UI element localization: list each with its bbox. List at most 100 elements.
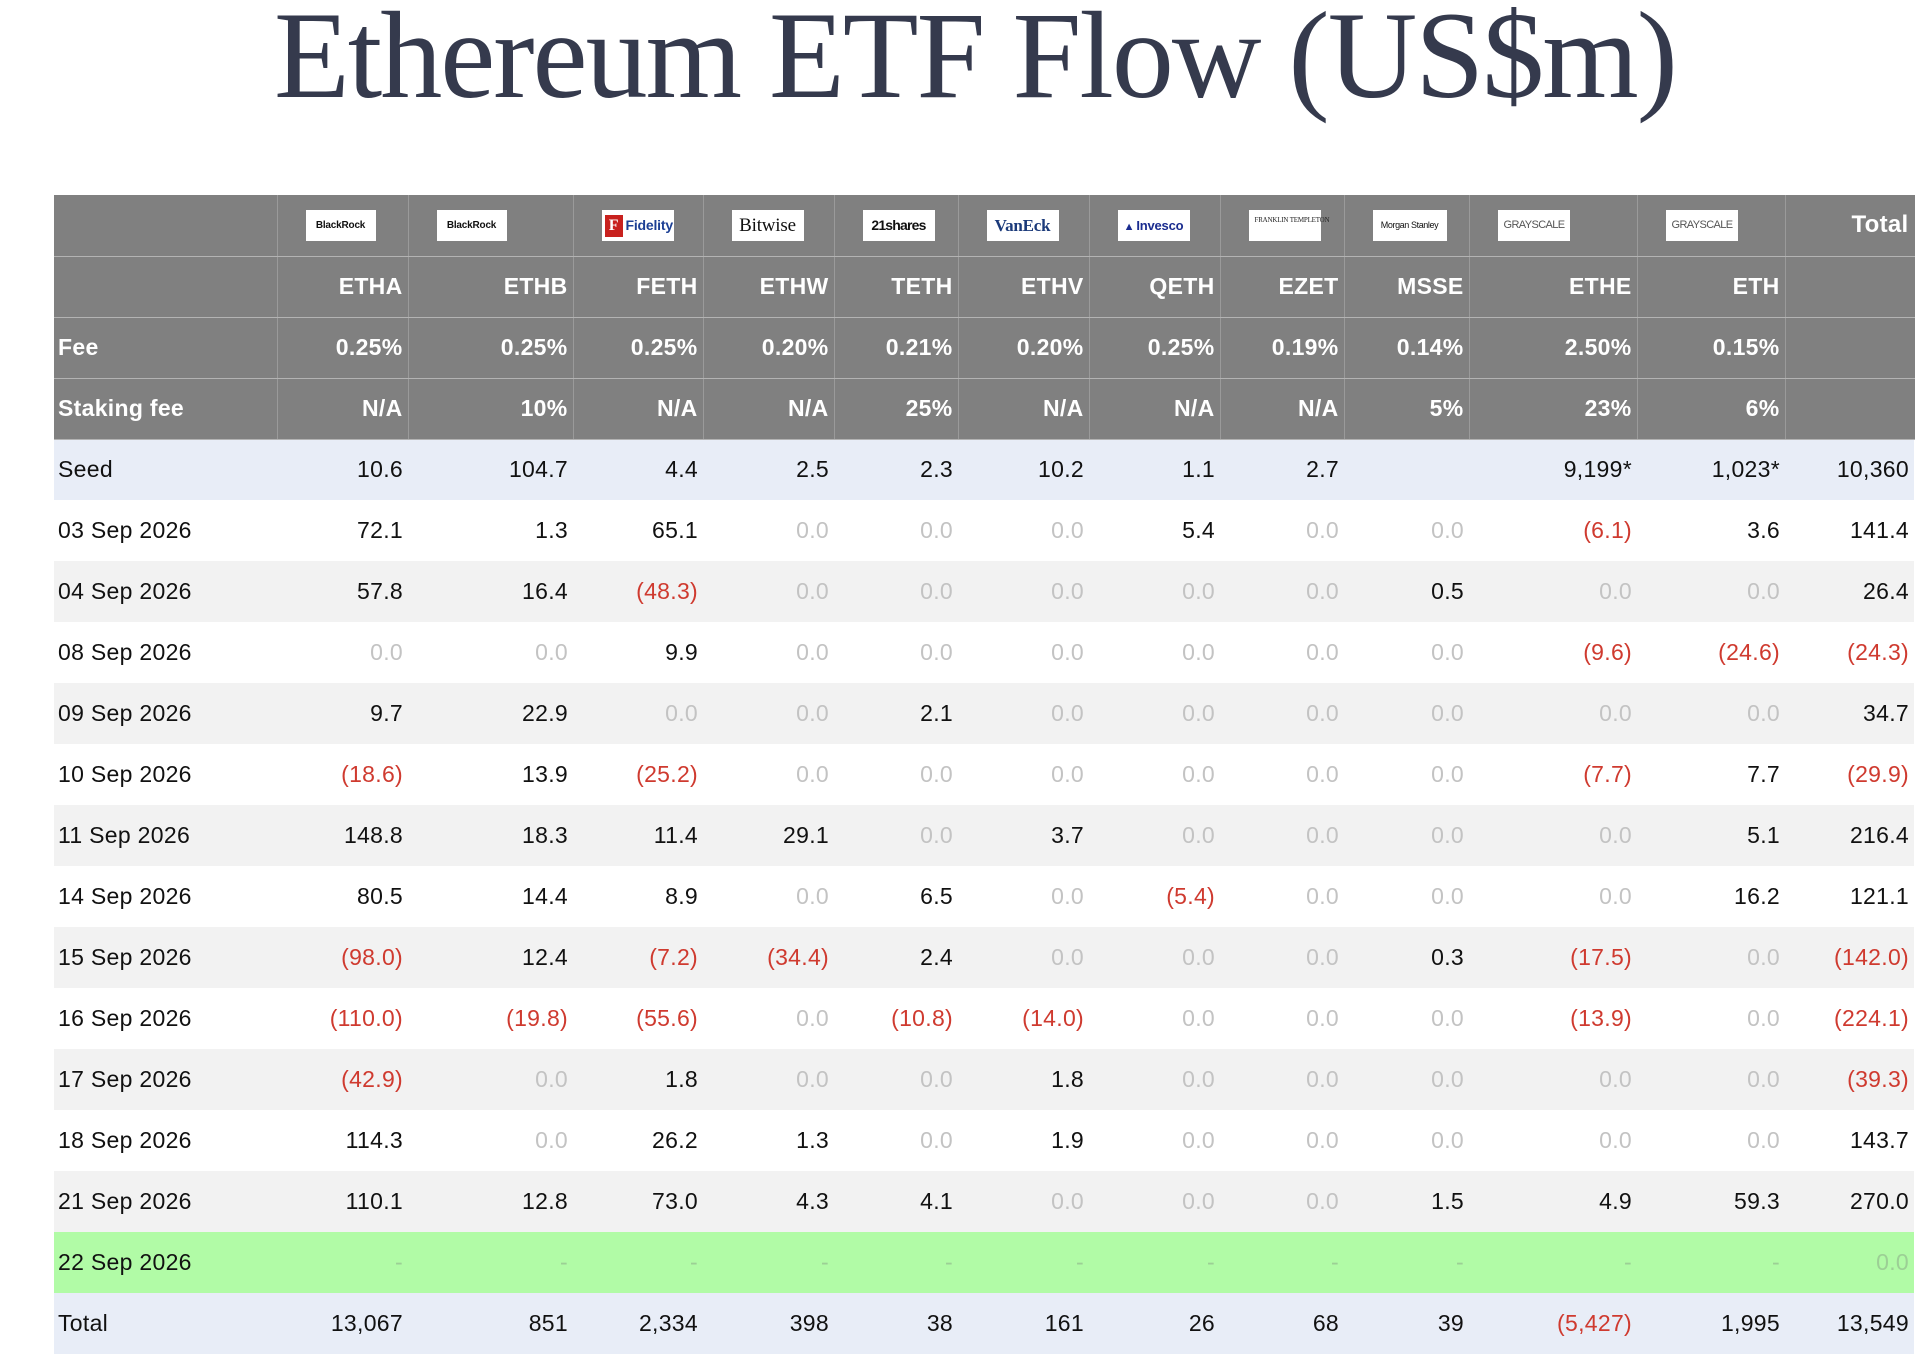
flow-value-cell: (5,427) <box>1469 1293 1637 1354</box>
page-title: Ethereum ETF Flow (US$m) <box>274 0 1678 124</box>
ticker-cell: FETH <box>573 256 704 318</box>
empty-total-header-cell <box>1785 317 1915 379</box>
flow-value-cell: (98.0) <box>277 927 408 988</box>
staking-fee-cell: N/A <box>1089 378 1221 440</box>
table-row: 10 Sep 2026 (18.6) 13.9 (25.2) 0.0 0.0 0.0 0.0 0… <box>54 744 1914 805</box>
flow-value-cell: 0.0 <box>1089 805 1220 866</box>
flow-value-cell: 114.3 <box>277 1110 408 1171</box>
flow-value-cell: 0.0 <box>1089 622 1220 683</box>
flow-value-cell: (6.1) <box>1469 500 1637 561</box>
flow-value-cell: 0.0 <box>408 622 573 683</box>
flow-value-cell: 0.0 <box>573 683 703 744</box>
flow-value-cell: - <box>1469 1232 1637 1293</box>
flow-value-cell: 0.0 <box>1344 500 1469 561</box>
flow-value-cell: 0.0 <box>1637 683 1785 744</box>
flow-value-cell: 0.0 <box>958 683 1089 744</box>
row-label: 16 Sep 2026 <box>54 988 277 1049</box>
flow-value-cell: 12.4 <box>408 927 573 988</box>
flow-value-cell: 0.0 <box>1220 866 1344 927</box>
flow-value-cell: 110.1 <box>277 1171 408 1232</box>
flow-value-cell: 2.1 <box>834 683 958 744</box>
flow-value-cell: - <box>408 1232 573 1293</box>
flow-value-cell: 0.0 <box>834 805 958 866</box>
table-row: 21 Sep 2026 110.1 12.8 73.0 4.3 4.1 0.0 0.0 0.0 1… <box>54 1171 1914 1232</box>
morgan-stanley-logo-icon: Morgan Stanley <box>1372 209 1447 241</box>
fee-cell: 0.19% <box>1220 317 1345 379</box>
flow-value-cell: 16.4 <box>408 561 573 622</box>
empty-total-header-cell <box>1785 256 1915 318</box>
seed-row: Seed 10.6 104.7 4.4 2.5 2.3 10.2 1.1 2.7 9,199* 1,… <box>54 439 1914 500</box>
row-total-cell: (224.1) <box>1785 988 1914 1049</box>
row-label: 08 Sep 2026 <box>54 622 277 683</box>
flow-value-cell: 0.0 <box>1089 1110 1220 1171</box>
staking-fee-cell: N/A <box>573 378 704 440</box>
flow-value-cell: (7.7) <box>1469 744 1637 805</box>
row-label: 09 Sep 2026 <box>54 683 277 744</box>
header-corner-cell <box>54 195 278 257</box>
flow-value-cell: 148.8 <box>277 805 408 866</box>
flow-value-cell: 38 <box>834 1293 958 1354</box>
row-total-cell: 13,549 <box>1785 1293 1914 1354</box>
flow-value-cell: (55.6) <box>573 988 703 1049</box>
flow-value-cell: 18.3 <box>408 805 573 866</box>
table-body: BlackRock BlackRock F Fidelity Bitwise 21… <box>54 195 1915 1354</box>
table-row: 08 Sep 2026 0.0 0.0 9.9 0.0 0.0 0.0 0.0 0.0 0.0 (9… <box>54 622 1914 683</box>
flow-value-cell: 26.2 <box>573 1110 703 1171</box>
flow-value-cell: 2.5 <box>703 439 834 500</box>
row-total-cell: 216.4 <box>1785 805 1914 866</box>
issuer-cell: F Fidelity <box>573 195 704 257</box>
staking-fee-cell: N/A <box>1220 378 1345 440</box>
flow-value-cell: 0.0 <box>1220 683 1344 744</box>
row-label: Total <box>54 1293 277 1354</box>
row-total-cell: 26.4 <box>1785 561 1914 622</box>
flow-value-cell: 0.0 <box>703 866 834 927</box>
flow-value-cell: 0.0 <box>1089 988 1220 1049</box>
issuer-cell: ▲ Invesco <box>1089 195 1221 257</box>
fidelity-logo-icon: F Fidelity <box>601 209 674 241</box>
flow-value-cell: (25.2) <box>573 744 703 805</box>
flow-value-cell: 16.2 <box>1637 866 1785 927</box>
flow-value-cell: 4.1 <box>834 1171 958 1232</box>
row-total-cell: 34.7 <box>1785 683 1914 744</box>
flow-value-cell: 0.0 <box>703 744 834 805</box>
flow-value-cell: (48.3) <box>573 561 703 622</box>
flow-value-cell: 0.0 <box>1344 622 1469 683</box>
flow-value-cell: 57.8 <box>277 561 408 622</box>
flow-value-cell: 10.6 <box>277 439 408 500</box>
flow-value-cell: 11.4 <box>573 805 703 866</box>
flow-value-cell: 0.3 <box>1344 927 1469 988</box>
flow-value-cell: 0.0 <box>1469 866 1637 927</box>
flow-value-cell: 0.0 <box>703 1049 834 1110</box>
blackrock-logo-icon: BlackRock <box>305 209 376 241</box>
row-total-cell: 270.0 <box>1785 1171 1914 1232</box>
empty-total-header-cell <box>1785 378 1915 440</box>
flow-value-cell: 5.1 <box>1637 805 1785 866</box>
flow-value-cell: - <box>277 1232 408 1293</box>
row-label: 04 Sep 2026 <box>54 561 277 622</box>
flow-value-cell: 0.0 <box>1344 866 1469 927</box>
flow-value-cell: 39 <box>1344 1293 1469 1354</box>
flow-value-cell: 0.0 <box>958 866 1089 927</box>
table-row: 15 Sep 2026 (98.0) 12.4 (7.2) (34.4) 2.4 0.0 0.… <box>54 927 1914 988</box>
issuer-logo-row: BlackRock BlackRock F Fidelity Bitwise 21… <box>54 195 1915 257</box>
flow-value-cell: 0.0 <box>703 988 834 1049</box>
flow-value-cell: 2.7 <box>1220 439 1344 500</box>
flow-value-cell: 1.9 <box>958 1110 1089 1171</box>
fee-cell: 0.14% <box>1344 317 1470 379</box>
flow-value-cell: 0.0 <box>1637 988 1785 1049</box>
flow-value-cell: 26 <box>1089 1293 1220 1354</box>
flow-value-cell: (17.5) <box>1469 927 1637 988</box>
fee-cell: 0.25% <box>573 317 704 379</box>
ticker-cell: ETHE <box>1469 256 1638 318</box>
flow-value-cell: 398 <box>703 1293 834 1354</box>
flow-value-cell: 0.0 <box>1220 1049 1344 1110</box>
flow-value-cell: 0.0 <box>1220 1110 1344 1171</box>
row-label: 03 Sep 2026 <box>54 500 277 561</box>
flow-value-cell: (13.9) <box>1469 988 1637 1049</box>
table-row: 03 Sep 2026 72.1 1.3 65.1 0.0 0.0 0.0 5.4 0.0 0.0… <box>54 500 1914 561</box>
flow-value-cell: (110.0) <box>277 988 408 1049</box>
ticker-row-label <box>54 256 278 318</box>
flow-value-cell: 0.0 <box>958 622 1089 683</box>
flow-value-cell: 0.0 <box>1220 988 1344 1049</box>
flow-value-cell: 0.0 <box>1344 744 1469 805</box>
